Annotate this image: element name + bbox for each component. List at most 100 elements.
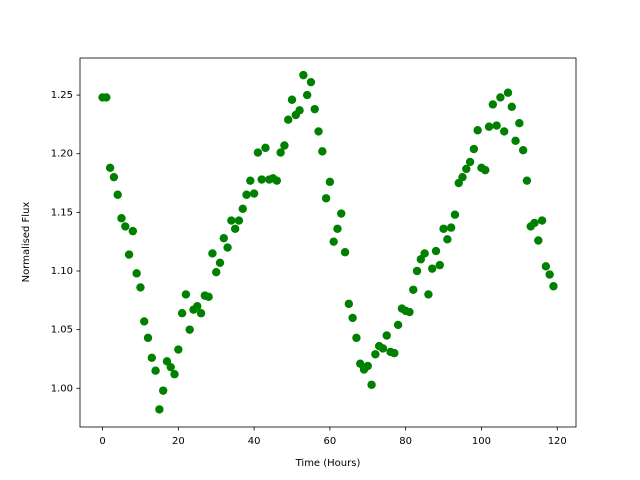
point — [473, 126, 482, 135]
point — [337, 209, 346, 218]
point — [363, 361, 372, 371]
point — [534, 236, 543, 245]
point — [246, 176, 255, 185]
point — [549, 282, 558, 291]
point — [170, 370, 179, 379]
point — [212, 267, 221, 277]
point — [409, 285, 418, 294]
point — [522, 176, 532, 185]
point — [318, 147, 327, 156]
point — [306, 77, 316, 87]
point — [378, 344, 388, 353]
point — [249, 189, 259, 198]
point — [393, 320, 403, 330]
point — [443, 235, 452, 244]
point — [325, 177, 335, 187]
point — [435, 260, 444, 270]
point — [223, 243, 232, 252]
point — [242, 190, 251, 199]
y-tick-label: 1.10 — [51, 266, 73, 277]
point — [492, 121, 501, 130]
point — [499, 127, 509, 136]
point — [124, 250, 134, 259]
x-tick-label: 100 — [472, 436, 491, 447]
point — [390, 348, 399, 358]
point — [185, 325, 194, 334]
point — [530, 218, 539, 228]
point — [253, 148, 263, 157]
point — [117, 214, 126, 223]
point — [234, 216, 244, 225]
x-tick-label: 60 — [324, 436, 337, 447]
point — [511, 136, 520, 146]
point — [450, 210, 460, 219]
point — [496, 93, 505, 102]
point — [458, 172, 467, 182]
point — [488, 100, 498, 109]
point — [545, 270, 554, 279]
point — [469, 144, 479, 154]
point — [420, 249, 429, 258]
point — [340, 248, 350, 257]
point — [132, 269, 141, 278]
point — [177, 309, 187, 318]
point — [238, 204, 247, 214]
point — [105, 163, 115, 172]
point — [481, 165, 490, 175]
point — [261, 143, 270, 153]
point — [143, 333, 153, 343]
point — [174, 345, 183, 354]
point — [515, 119, 524, 128]
point — [147, 353, 157, 362]
point — [136, 283, 145, 292]
point — [219, 233, 228, 243]
point — [382, 331, 391, 340]
point — [166, 362, 175, 372]
point — [204, 292, 213, 302]
point — [230, 224, 240, 233]
point — [272, 176, 282, 185]
point — [257, 175, 266, 184]
point — [541, 262, 551, 271]
point — [329, 237, 338, 246]
plot-frame — [79, 57, 577, 428]
point — [314, 127, 323, 136]
y-axis-label: Normalised Flux — [21, 202, 32, 283]
x-tick-label: 0 — [99, 436, 105, 447]
point — [280, 141, 289, 150]
point — [518, 145, 528, 155]
point — [227, 216, 236, 225]
point — [537, 216, 547, 225]
point — [507, 102, 516, 111]
point — [503, 88, 513, 97]
point — [295, 106, 304, 115]
point — [302, 90, 312, 100]
point — [287, 95, 297, 104]
point — [208, 249, 217, 258]
point — [439, 224, 448, 233]
x-tick-label: 20 — [172, 436, 185, 447]
point — [462, 164, 471, 174]
point — [352, 333, 361, 343]
point — [215, 258, 225, 267]
point — [109, 172, 119, 182]
point — [348, 313, 357, 323]
x-tick-label: 120 — [548, 436, 567, 447]
x-tick-label: 80 — [399, 436, 412, 447]
point — [113, 190, 122, 199]
point — [102, 93, 111, 102]
point — [310, 104, 319, 114]
point — [424, 290, 433, 299]
point — [405, 307, 414, 317]
y-tick-label: 1.00 — [51, 383, 73, 394]
y-tick-label: 1.20 — [51, 149, 73, 160]
point — [140, 317, 149, 326]
point — [284, 115, 293, 124]
y-tick-label: 1.15 — [51, 207, 73, 218]
point — [158, 386, 168, 395]
point — [155, 405, 164, 414]
point — [412, 266, 422, 276]
point — [428, 264, 437, 273]
x-axis-label: Time (Hours) — [295, 458, 361, 469]
